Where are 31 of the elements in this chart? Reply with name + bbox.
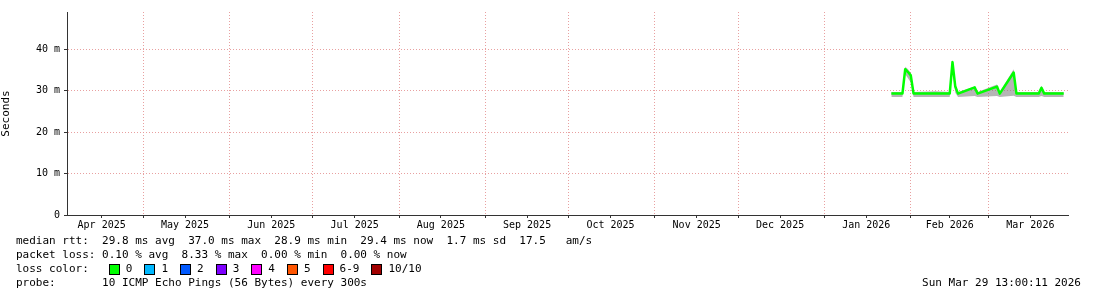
legend-label: 10/10 (388, 262, 422, 276)
x-tick-label: Apr 2025 (77, 218, 126, 230)
y-tick-label: 40 m (35, 42, 60, 54)
x-tick-label: Jul 2025 (330, 218, 379, 230)
legend-label: 4 (268, 262, 275, 276)
y-tick-label: 0 (53, 208, 60, 220)
legend-label: 6-9 (339, 262, 360, 276)
x-tick-label: Nov 2025 (672, 218, 721, 230)
y-tick-label: 30 m (35, 84, 60, 96)
y-axis-title: Seconds (0, 90, 13, 137)
x-tick-label: Jun 2025 (247, 218, 296, 230)
x-tick-label: Jan 2026 (842, 218, 891, 230)
x-tick-label: Oct 2025 (586, 218, 635, 230)
legend-label: 0 (125, 262, 133, 276)
x-tick-label: Feb 2026 (925, 218, 974, 230)
y-tick-label: 20 m (35, 125, 60, 137)
legend-label: 1 (161, 262, 169, 276)
x-tick-label: Aug 2025 (416, 218, 465, 230)
x-tick-label: Dec 2025 (756, 218, 805, 230)
text: median rtt: 29.8 ms avg 37.0 ms max 28.9 ms min 29.4 ms now 1.7 ms sd 17.5 am/s (16, 234, 593, 248)
x-tick-label: Mar 2026 (1006, 218, 1055, 230)
legend-title: loss color: (16, 262, 89, 276)
text: packet loss: 0.10 % avg 8.33 % max 0.00 % min 0.00 % now (16, 248, 407, 262)
text: probe: 10 ICMP Echo Pings (56 Bytes) every 300s (16, 276, 367, 290)
legend-label: 5 (303, 262, 311, 276)
x-tick-label: Sep 2025 (502, 218, 552, 230)
legend-label: 2 (197, 262, 204, 276)
y-tick-label: 10 m (35, 167, 60, 179)
x-tick-label: May 2025 (160, 218, 210, 230)
text: Sun Mar 29 13:00:11 2026 (922, 276, 1081, 290)
legend-label: 3 (232, 262, 240, 276)
